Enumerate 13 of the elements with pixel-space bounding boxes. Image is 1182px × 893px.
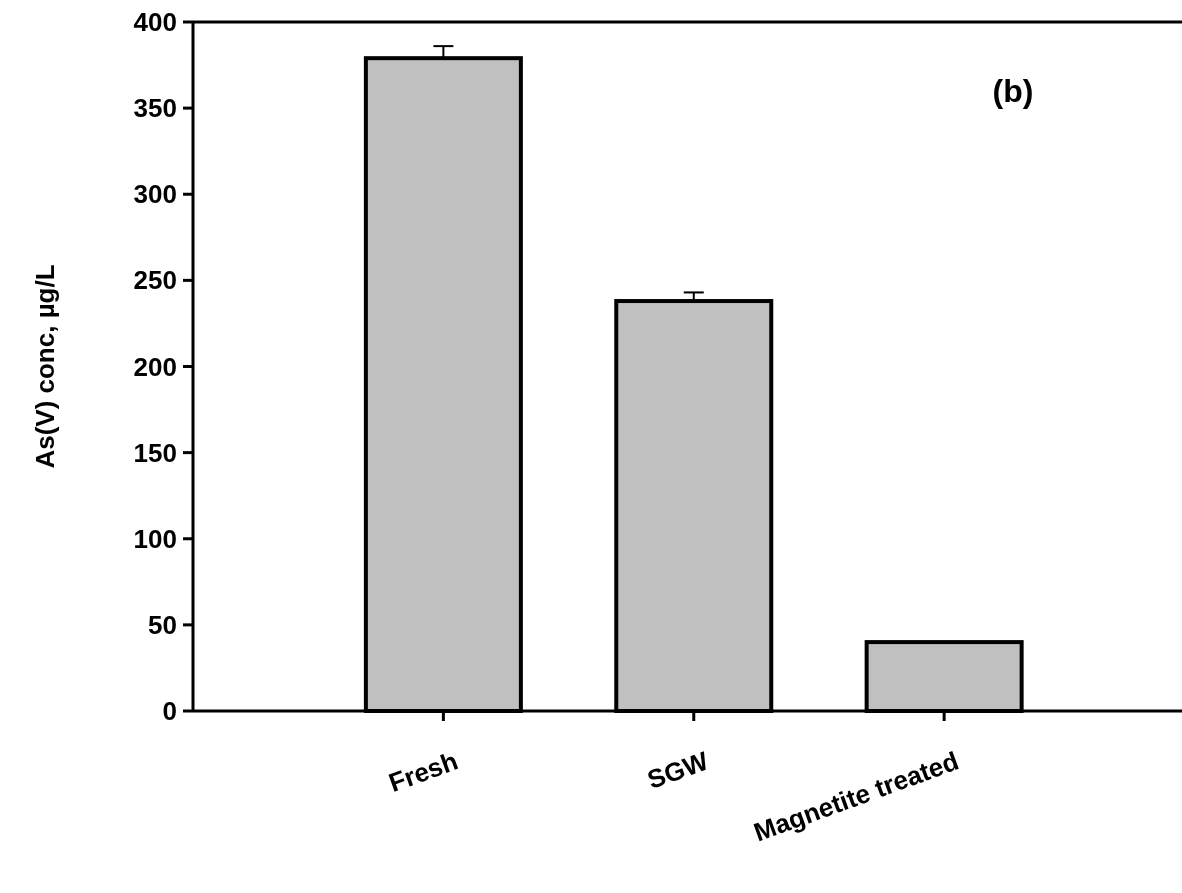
y-tick-label: 400 — [133, 7, 177, 38]
y-tick-label: 350 — [133, 93, 177, 124]
y-tick-label: 150 — [133, 437, 177, 468]
x-tick-label: Fresh — [384, 745, 462, 798]
annotation: (b) — [992, 73, 1034, 109]
y-tick-label: 50 — [148, 609, 177, 640]
y-tick-label: 0 — [162, 696, 177, 727]
y-axis-title: As(V) conc, µg/L — [30, 264, 61, 469]
y-tick-label: 100 — [133, 523, 177, 554]
y-tick-label: 250 — [133, 265, 177, 296]
y-tick-label: 300 — [133, 179, 177, 210]
y-tick-label: 200 — [133, 351, 177, 382]
x-tick-label: SGW — [643, 745, 713, 795]
